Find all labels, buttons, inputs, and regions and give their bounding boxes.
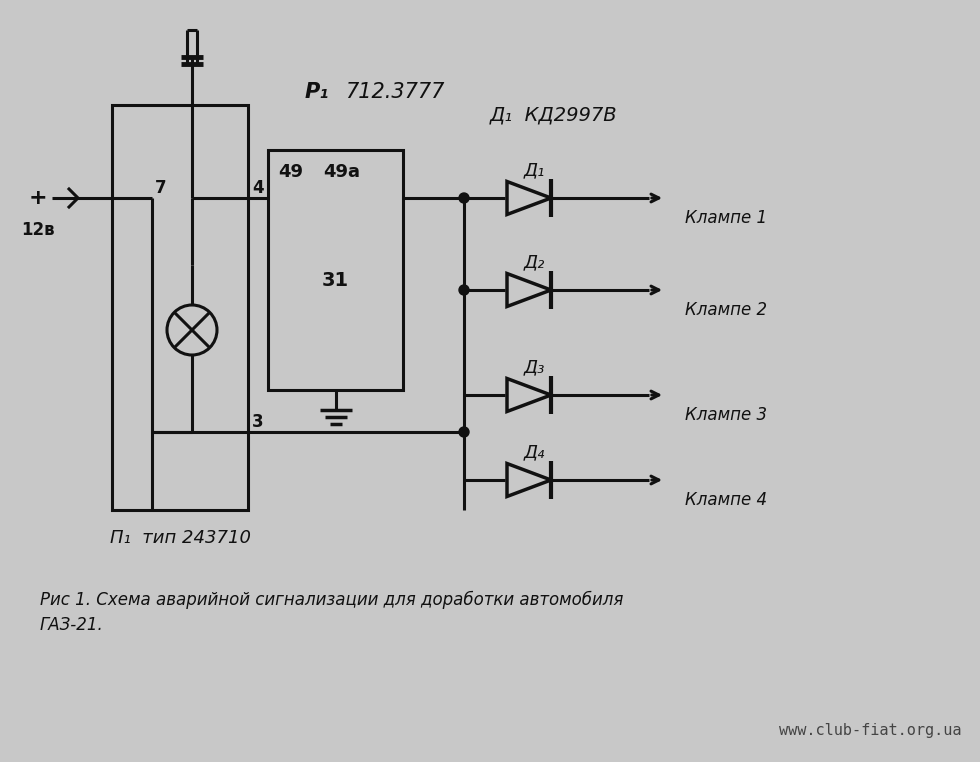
Text: 12в: 12в	[22, 221, 55, 239]
Text: Д₁: Д₁	[523, 161, 545, 179]
Text: www.club-fiat.org.ua: www.club-fiat.org.ua	[779, 722, 961, 738]
Text: Клампе 4: Клампе 4	[685, 491, 767, 509]
Text: Рис 1. Схема аварийной сигнализации для доработки автомобиля: Рис 1. Схема аварийной сигнализации для …	[40, 591, 623, 609]
Text: 31: 31	[322, 271, 349, 290]
Text: Д₄: Д₄	[523, 443, 545, 461]
Text: +: +	[28, 188, 47, 208]
Text: Клампе 3: Клампе 3	[685, 406, 767, 424]
Text: Д₃: Д₃	[523, 358, 545, 376]
Circle shape	[459, 427, 469, 437]
Text: 3: 3	[252, 413, 264, 431]
Text: Клампе 2: Клампе 2	[685, 301, 767, 319]
Text: Клампе 1: Клампе 1	[685, 209, 767, 227]
Circle shape	[459, 285, 469, 295]
Text: П₁  тип 243710: П₁ тип 243710	[110, 529, 251, 547]
Text: 49a: 49a	[323, 163, 360, 181]
Bar	[268, 150, 403, 390]
Text: ГАЗ-21.: ГАЗ-21.	[40, 616, 104, 634]
Text: 4: 4	[252, 179, 264, 197]
Text: P₁: P₁	[305, 82, 329, 102]
Bar	[112, 105, 248, 510]
Text: 712.3777: 712.3777	[345, 82, 444, 102]
Text: 49: 49	[278, 163, 303, 181]
Text: 7: 7	[155, 179, 167, 197]
Text: Д₂: Д₂	[523, 253, 545, 271]
Circle shape	[459, 193, 469, 203]
Text: Д₁  КД2997В: Д₁ КД2997В	[490, 105, 617, 124]
